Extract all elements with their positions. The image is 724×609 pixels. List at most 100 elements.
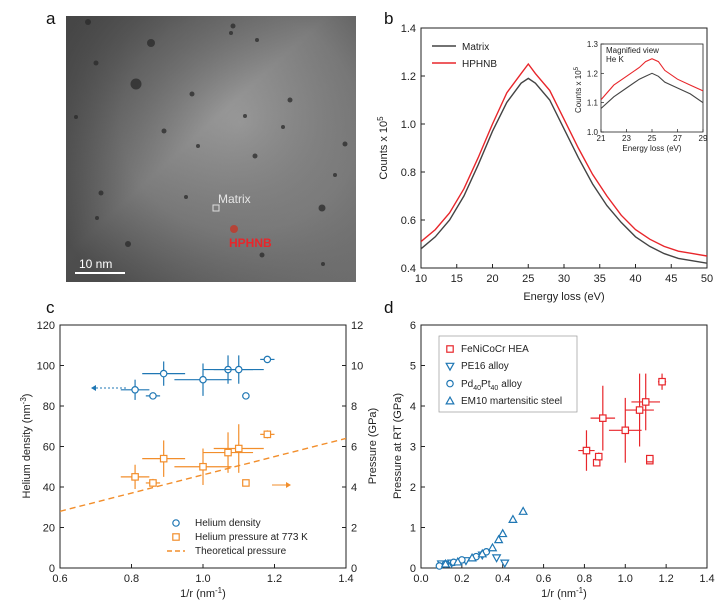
pressure-point-triangle-up xyxy=(467,552,477,562)
legend-label-density: Helium density xyxy=(195,518,261,529)
helium-pressure-point xyxy=(131,473,139,481)
hphnb-particle xyxy=(230,225,238,233)
spectrum-ytick-label: 0.6 xyxy=(401,215,416,227)
matrix-label: Matrix xyxy=(218,192,251,206)
inset-xtick-label: 29 xyxy=(699,134,708,143)
spectrum-xtick-label: 10 xyxy=(415,273,427,285)
helium-ytick-label: 40 xyxy=(43,482,55,494)
legend-label-em10: EM10 martensitic steel xyxy=(461,396,562,407)
legend-label-pdpt: Pd40Pt40 alloy xyxy=(461,379,522,392)
pressure-point-square xyxy=(645,454,654,463)
spectrum-ticks: 10 15 20 25 30 35 40 45 50 0.4 0.6 0.8 1.0 1.2 1.4 xyxy=(401,23,713,285)
pressure-chart-points xyxy=(435,373,667,570)
pressure-point-triangle-up xyxy=(493,534,504,544)
density-arrow-head xyxy=(91,385,96,391)
helium-ytick-label: 60 xyxy=(43,442,55,454)
helium-chart-xlabel: 1/r (nm-1) xyxy=(180,586,226,600)
helium-ytick-label: 0 xyxy=(49,563,55,575)
helium-chart-ylabel: Helium density (nm-3) xyxy=(19,394,33,499)
inset-line-matrix xyxy=(601,72,703,109)
pressure-ytick-label: 0 xyxy=(410,563,416,575)
legend-label-pe16: PE16 alloy xyxy=(461,361,509,372)
legend-marker-triangle-up xyxy=(445,395,455,405)
spectrum-ylabel: Counts x 105 xyxy=(376,116,390,180)
helium-y2tick-label: 2 xyxy=(351,523,357,535)
spectrum-ytick-label: 1.2 xyxy=(401,71,416,83)
spectrum-line-hphnb xyxy=(421,62,707,257)
pressure-xtick-label: 1.4 xyxy=(699,573,714,585)
inset-ytick-label: 1.3 xyxy=(587,40,599,49)
helium-pressure-point xyxy=(199,462,207,471)
helium-y2tick-label: 10 xyxy=(351,361,363,373)
inset-line-hphnb xyxy=(601,58,703,101)
inset-xtick-label: 21 xyxy=(597,134,606,143)
helium-pressure-point xyxy=(242,479,250,487)
pressure-xtick-label: 0.6 xyxy=(536,573,551,585)
pressure-chart: 0.0 0.2 0.4 0.6 0.8 1.0 1.2 1.4 0 1 2 3 4 5 6 1/r (nm-… xyxy=(392,320,715,600)
spectrum-xtick-label: 15 xyxy=(451,273,463,285)
legend-label-pressure: Helium pressure at 773 K xyxy=(195,532,308,543)
helium-ytick-label: 80 xyxy=(43,401,55,413)
helium-pressure-point xyxy=(263,430,272,439)
pressure-point-triangle-up xyxy=(497,528,508,538)
helium-density-point xyxy=(131,385,139,394)
helium-xtick-label: 1.2 xyxy=(267,573,282,585)
inset-ylabel: Counts x 105 xyxy=(574,66,583,113)
spectrum-xtick-label: 40 xyxy=(629,273,641,285)
panel-label-c: c xyxy=(46,298,55,317)
helium-ytick-label: 20 xyxy=(43,523,55,535)
helium-pressure-point xyxy=(149,479,157,487)
pressure-point-square xyxy=(594,452,603,461)
helium-density-point xyxy=(263,355,272,364)
pressure-chart-ticks: 0.0 0.2 0.4 0.6 0.8 1.0 1.2 1.4 0 1 2 3 4 5 6 xyxy=(410,320,715,585)
panel-label-d: d xyxy=(384,298,393,317)
helium-ytick-label: 120 xyxy=(37,320,55,332)
helium-density-chart: 0.6 0.8 1.0 1.2 1.4020406080100120024681012 … xyxy=(19,320,379,600)
helium-density-point xyxy=(159,369,168,378)
helium-density-point xyxy=(199,375,207,384)
pressure-legend-markers xyxy=(445,345,455,405)
pressure-ytick-label: 5 xyxy=(410,361,416,373)
spectrum-xtick-label: 25 xyxy=(522,273,534,285)
pressure-point-triangle-up xyxy=(440,558,451,568)
spectrum-ytick-label: 0.8 xyxy=(401,167,416,179)
spectrum-xtick-label: 50 xyxy=(701,273,713,285)
pressure-point-square xyxy=(599,414,607,422)
pressure-point-triangle-down xyxy=(491,554,502,563)
legend-label-theoretical: Theoretical pressure xyxy=(195,546,287,557)
spectrum-ytick-label: 1.0 xyxy=(401,119,416,131)
pressure-xtick-label: 0.2 xyxy=(454,573,469,585)
helium-y2tick-label: 0 xyxy=(351,563,357,575)
micrograph-shading xyxy=(66,16,356,282)
helium-density-point xyxy=(242,392,250,400)
pressure-arrow-head xyxy=(286,482,291,488)
legend-marker-density xyxy=(172,519,180,527)
legend-label-hphnb: HPHNB xyxy=(462,59,497,70)
spectrum-legend: Matrix HPHNB xyxy=(432,42,497,70)
spectrum-chart: 10 15 20 25 30 35 40 45 50 0.4 0.6 0.8 1.0 1.2 1.4 Ene… xyxy=(376,23,713,303)
legend-marker-triangle-down xyxy=(445,362,455,372)
spectrum-ytick-label: 1.4 xyxy=(401,23,416,35)
micrograph-particles xyxy=(74,19,348,266)
spectrum-xtick-label: 30 xyxy=(558,273,570,285)
pressure-point-triangle-up xyxy=(452,556,463,566)
pressure-point-triangle-up xyxy=(508,514,518,524)
legend-label-matrix: Matrix xyxy=(462,42,489,53)
pressure-point-triangle-up xyxy=(518,506,528,515)
pressure-xtick-label: 0.8 xyxy=(577,573,592,585)
helium-xtick-label: 1.0 xyxy=(195,573,210,585)
panel-label-b: b xyxy=(384,9,393,28)
scale-bar-label: 10 nm xyxy=(79,257,112,271)
helium-chart-y2label: Pressure (GPa) xyxy=(367,408,379,484)
legend-marker-pressure xyxy=(172,533,180,541)
pressure-point-square xyxy=(582,446,591,455)
inset-ytick-label: 1.1 xyxy=(587,99,599,108)
pressure-point-square xyxy=(658,377,666,386)
spectrum-xtick-label: 20 xyxy=(486,273,498,285)
inset-ytick-label: 1.0 xyxy=(587,128,599,137)
pressure-ytick-label: 4 xyxy=(410,401,416,413)
pressure-ytick-label: 2 xyxy=(410,482,416,494)
pressure-xtick-label: 1.2 xyxy=(658,573,673,585)
